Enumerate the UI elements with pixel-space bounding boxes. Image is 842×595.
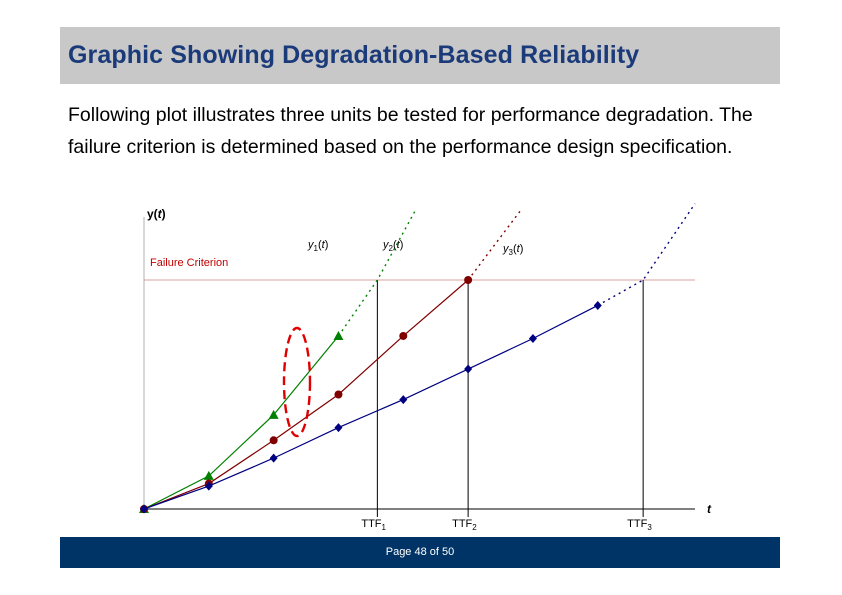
slide-title-band: Graphic Showing Degradation-Based Reliab… bbox=[60, 27, 780, 84]
data-point-3-5 bbox=[464, 364, 473, 374]
data-point-2-3 bbox=[334, 390, 343, 399]
data-point-2-2 bbox=[269, 436, 278, 445]
data-point-3-6 bbox=[528, 334, 537, 344]
data-point-3-7 bbox=[593, 300, 602, 310]
slide-title: Graphic Showing Degradation-Based Reliab… bbox=[68, 41, 640, 69]
data-point-2-5 bbox=[464, 276, 473, 284]
series-label-3: y3(t) bbox=[502, 243, 523, 257]
page-number: Page 48 of 50 bbox=[385, 546, 455, 558]
data-point-3-4 bbox=[399, 395, 408, 405]
series-line-1 bbox=[143, 335, 339, 510]
data-point-3-3 bbox=[334, 423, 343, 433]
failure-criterion-label: Failure Criterion bbox=[150, 257, 228, 269]
series-label-1: y1(t) bbox=[307, 239, 328, 253]
series-line-3 bbox=[143, 304, 599, 510]
data-point-1-2 bbox=[268, 409, 279, 419]
x-axis-label: t bbox=[707, 502, 712, 516]
y-axis-label: y(t) bbox=[147, 207, 166, 221]
series-extrapolation-2 bbox=[467, 210, 521, 281]
series-line-2 bbox=[143, 279, 469, 510]
ttf-label-3: TTF3 bbox=[627, 518, 652, 532]
highlight-ellipse bbox=[282, 326, 312, 438]
data-point-3-1 bbox=[204, 481, 213, 491]
data-point-1-1 bbox=[203, 470, 214, 480]
ttf-label-1: TTF1 bbox=[361, 518, 386, 532]
ttf-label-2: TTF2 bbox=[452, 518, 477, 532]
data-point-2-4 bbox=[399, 331, 408, 340]
data-point-3-0 bbox=[140, 504, 148, 514]
footer-band: Page 48 of 50 bbox=[60, 537, 780, 568]
series-extrapolation-3 bbox=[597, 203, 696, 307]
series-label-2: y2(t) bbox=[382, 239, 403, 253]
intro-paragraph: Following plot illustrates three units b… bbox=[68, 104, 753, 158]
data-point-1-3 bbox=[333, 330, 344, 340]
data-point-3-2 bbox=[269, 453, 278, 463]
